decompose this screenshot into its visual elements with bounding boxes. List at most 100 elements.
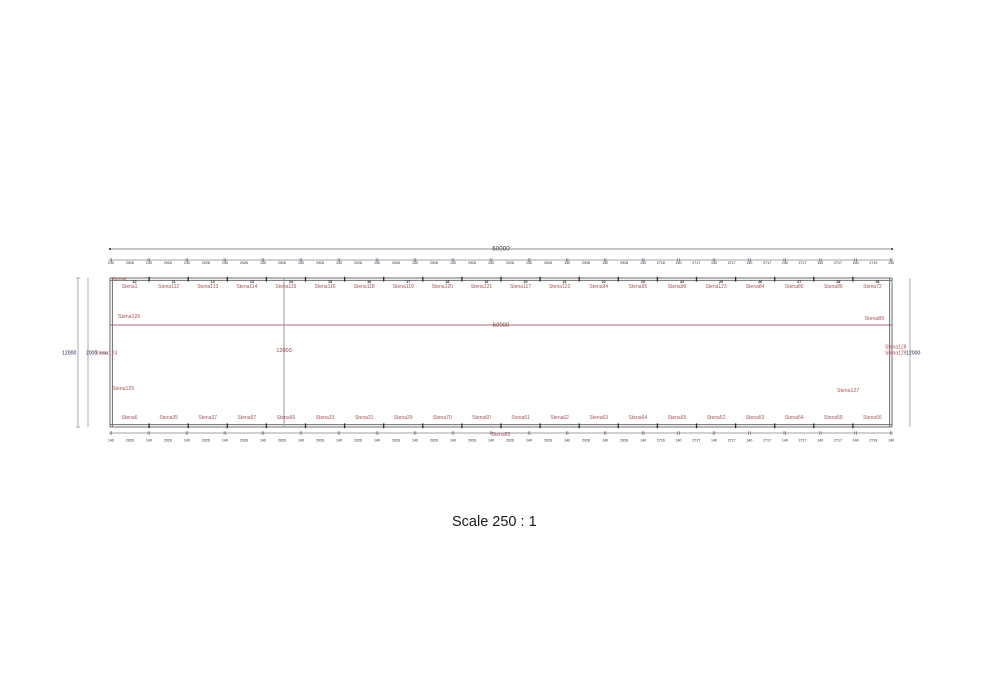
svg-text:25: 25 xyxy=(719,280,723,284)
svg-text:12000: 12000 xyxy=(62,351,77,357)
svg-text:12000: 12000 xyxy=(276,348,291,354)
svg-text:Stena61: Stena61 xyxy=(511,415,530,421)
svg-text:60000: 60000 xyxy=(493,323,510,329)
svg-text:2926: 2926 xyxy=(126,261,134,265)
svg-text:Stena116: Stena116 xyxy=(315,284,336,290)
svg-text:Stena115: Stena115 xyxy=(275,284,296,290)
svg-text:2926: 2926 xyxy=(468,261,476,265)
svg-text:11: 11 xyxy=(172,280,176,284)
svg-text:140: 140 xyxy=(412,261,418,265)
svg-text:140: 140 xyxy=(602,261,608,265)
svg-text:Stena95: Stena95 xyxy=(629,284,648,290)
svg-text:2926: 2926 xyxy=(430,261,438,265)
svg-text:Stena53: Stena53 xyxy=(746,415,765,421)
svg-text:Stena94: Stena94 xyxy=(589,284,608,290)
svg-text:140: 140 xyxy=(746,261,752,265)
svg-text:Stena121: Stena121 xyxy=(471,284,493,290)
svg-text:16: 16 xyxy=(367,280,371,284)
svg-text:140: 140 xyxy=(817,261,823,265)
svg-text:140: 140 xyxy=(488,261,494,265)
svg-text:Stena63: Stena63 xyxy=(589,415,608,421)
svg-text:140: 140 xyxy=(260,261,266,265)
svg-text:Stena85: Stena85 xyxy=(785,284,804,290)
svg-text:140: 140 xyxy=(782,261,788,265)
svg-text:140: 140 xyxy=(564,261,570,265)
svg-text:Stena89: Stena89 xyxy=(865,316,884,322)
svg-text:2717: 2717 xyxy=(728,439,736,443)
svg-text:2717: 2717 xyxy=(763,261,771,265)
svg-text:140: 140 xyxy=(711,261,717,265)
svg-text:23: 23 xyxy=(641,280,645,284)
svg-text:2926: 2926 xyxy=(354,261,362,265)
svg-text:Stena84: Stena84 xyxy=(746,284,765,290)
svg-text:21: 21 xyxy=(563,280,567,284)
svg-text:2717: 2717 xyxy=(692,439,700,443)
svg-text:Stena119: Stena119 xyxy=(393,284,414,290)
svg-text:2926: 2926 xyxy=(316,261,324,265)
svg-text:140: 140 xyxy=(184,439,190,443)
svg-text:2926: 2926 xyxy=(544,261,552,265)
svg-text:2926: 2926 xyxy=(278,261,286,265)
svg-text:Stena1: Stena1 xyxy=(122,284,138,290)
svg-text:20: 20 xyxy=(524,280,528,284)
svg-text:29: 29 xyxy=(875,280,879,284)
svg-text:Stena122: Stena122 xyxy=(549,284,571,290)
svg-text:140: 140 xyxy=(640,439,646,443)
svg-text:Stena72: Stena72 xyxy=(863,284,882,290)
svg-text:140: 140 xyxy=(450,439,456,443)
svg-text:Stena4: Stena4 xyxy=(112,276,127,281)
svg-text:2717: 2717 xyxy=(799,261,807,265)
svg-text:140: 140 xyxy=(374,261,380,265)
svg-text:Stena96: Stena96 xyxy=(668,284,687,290)
svg-text:140: 140 xyxy=(564,439,570,443)
svg-text:Stena127: Stena127 xyxy=(837,388,859,394)
svg-text:27: 27 xyxy=(797,280,801,284)
svg-text:Stena114: Stena114 xyxy=(236,284,257,290)
svg-text:13: 13 xyxy=(250,280,254,284)
svg-text:18: 18 xyxy=(445,280,449,284)
svg-text:2717: 2717 xyxy=(692,261,700,265)
svg-text:10: 10 xyxy=(133,280,137,284)
svg-text:Stena56: Stena56 xyxy=(863,415,882,421)
svg-text:28: 28 xyxy=(836,280,840,284)
svg-text:Stena35: Stena35 xyxy=(159,415,178,421)
svg-text:Stena124: Stena124 xyxy=(95,351,117,357)
svg-text:2717: 2717 xyxy=(799,439,807,443)
svg-text:140: 140 xyxy=(526,439,532,443)
svg-text:60000: 60000 xyxy=(492,246,510,253)
svg-text:2926: 2926 xyxy=(582,439,590,443)
svg-text:2926: 2926 xyxy=(126,439,134,443)
svg-text:2926: 2926 xyxy=(316,439,324,443)
svg-text:140: 140 xyxy=(108,439,114,443)
svg-text:2719: 2719 xyxy=(869,261,877,265)
svg-text:140: 140 xyxy=(450,261,456,265)
svg-text:2926: 2926 xyxy=(582,261,590,265)
svg-text:19: 19 xyxy=(484,280,488,284)
svg-text:140: 140 xyxy=(336,439,342,443)
svg-text:Stena112: Stena112 xyxy=(158,284,179,290)
svg-text:2926: 2926 xyxy=(506,261,514,265)
svg-text:2716: 2716 xyxy=(657,439,665,443)
svg-text:140: 140 xyxy=(853,261,859,265)
svg-text:2926: 2926 xyxy=(164,261,172,265)
svg-text:140: 140 xyxy=(222,439,228,443)
svg-text:2926: 2926 xyxy=(544,439,552,443)
svg-text:2926: 2926 xyxy=(392,261,400,265)
svg-text:Stena31: Stena31 xyxy=(355,415,374,421)
svg-text:22: 22 xyxy=(602,280,606,284)
svg-text:Stena129: Stena129 xyxy=(885,351,907,357)
svg-text:2719: 2719 xyxy=(869,439,877,443)
svg-text:Stena126: Stena126 xyxy=(118,314,140,320)
svg-text:140: 140 xyxy=(711,439,717,443)
svg-text:Stena66: Stena66 xyxy=(277,415,296,421)
svg-text:Stena29: Stena29 xyxy=(394,415,413,421)
svg-text:15: 15 xyxy=(328,280,332,284)
svg-text:140: 140 xyxy=(184,261,190,265)
svg-text:2926: 2926 xyxy=(202,439,210,443)
svg-text:140: 140 xyxy=(888,439,894,443)
svg-text:2717: 2717 xyxy=(763,439,771,443)
svg-text:140: 140 xyxy=(146,261,152,265)
svg-text:2717: 2717 xyxy=(834,439,842,443)
svg-text:140: 140 xyxy=(260,439,266,443)
svg-text:140: 140 xyxy=(146,439,152,443)
